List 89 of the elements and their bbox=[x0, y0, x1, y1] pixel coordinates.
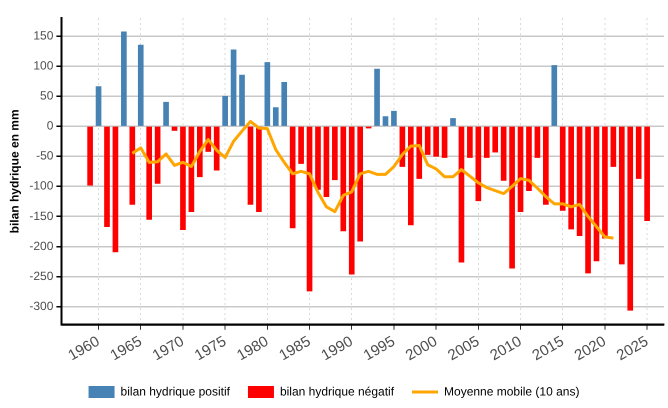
bar bbox=[576, 126, 582, 236]
bar bbox=[644, 126, 650, 222]
y-tick-label: -200 bbox=[29, 238, 54, 253]
bar bbox=[610, 126, 616, 167]
bar bbox=[357, 126, 364, 242]
bar bbox=[408, 126, 414, 226]
bar bbox=[467, 126, 473, 158]
x-tick-label: 2010 bbox=[487, 332, 525, 364]
bar bbox=[568, 126, 574, 230]
bar bbox=[433, 126, 439, 157]
x-tick-label: 1960 bbox=[65, 332, 103, 364]
bar bbox=[239, 74, 245, 126]
bar bbox=[306, 126, 312, 292]
bar bbox=[180, 126, 186, 230]
bar bbox=[492, 126, 498, 152]
y-tick-label: -50 bbox=[36, 148, 54, 163]
bar bbox=[484, 126, 490, 158]
x-tick-label: 1975 bbox=[192, 332, 230, 364]
bar bbox=[348, 126, 355, 275]
x-tick-label: 2015 bbox=[529, 332, 567, 364]
bar bbox=[87, 126, 93, 186]
bar bbox=[340, 126, 346, 232]
bar bbox=[442, 126, 448, 158]
bar bbox=[222, 96, 228, 126]
y-tick-label: 150 bbox=[33, 28, 54, 42]
y-axis-title: bilan hydrique en mm bbox=[8, 109, 22, 234]
y-tick-label: 0 bbox=[46, 118, 54, 133]
x-tick-label: 2020 bbox=[572, 332, 609, 364]
bar bbox=[391, 110, 397, 126]
legend-label: bilan hydrique négatif bbox=[280, 384, 395, 398]
bar bbox=[163, 102, 169, 126]
bar bbox=[450, 118, 456, 126]
bar bbox=[618, 126, 625, 264]
bar bbox=[281, 82, 288, 126]
bar bbox=[188, 126, 194, 212]
bar bbox=[551, 65, 558, 126]
x-tick-label: 1980 bbox=[234, 332, 272, 364]
bar bbox=[315, 126, 321, 190]
bar bbox=[500, 126, 506, 181]
bar bbox=[129, 126, 136, 205]
legend-label: bilan hydrique positif bbox=[120, 384, 231, 398]
bar bbox=[324, 126, 330, 197]
bar bbox=[424, 126, 431, 155]
bar bbox=[543, 126, 549, 205]
bar bbox=[121, 32, 127, 126]
bar bbox=[146, 126, 152, 220]
bar bbox=[332, 126, 338, 180]
bar bbox=[290, 126, 296, 228]
bar bbox=[518, 126, 524, 212]
x-tick-label: 1990 bbox=[318, 332, 356, 364]
bar bbox=[96, 86, 102, 126]
y-tick-label: -100 bbox=[29, 178, 54, 193]
bar bbox=[627, 126, 634, 311]
x-tick-label: 2025 bbox=[614, 332, 652, 364]
bar bbox=[594, 126, 600, 262]
bar bbox=[298, 126, 304, 164]
bar bbox=[248, 126, 254, 205]
bar bbox=[585, 126, 591, 274]
bar bbox=[560, 126, 566, 211]
x-tick-label: 1995 bbox=[360, 332, 398, 364]
bar bbox=[104, 126, 110, 228]
x-tick-label: 1965 bbox=[107, 332, 145, 364]
bar bbox=[256, 126, 262, 212]
y-tick-label: -250 bbox=[29, 268, 54, 283]
y-tick-label: 100 bbox=[33, 58, 54, 72]
bar bbox=[382, 116, 388, 126]
bar bbox=[138, 44, 144, 126]
bar bbox=[458, 126, 464, 263]
bar bbox=[112, 126, 118, 252]
bar bbox=[264, 62, 270, 126]
bar bbox=[230, 50, 236, 126]
bar bbox=[636, 126, 642, 179]
bar bbox=[374, 68, 380, 126]
bar bbox=[602, 126, 608, 238]
bar bbox=[509, 126, 515, 269]
bar bbox=[172, 126, 178, 131]
x-tick-label: 1985 bbox=[276, 332, 314, 364]
x-tick-label: 2005 bbox=[444, 332, 482, 364]
bar bbox=[526, 126, 532, 191]
x-tick-label: 2000 bbox=[402, 332, 440, 364]
bar bbox=[534, 126, 540, 158]
bar bbox=[154, 126, 160, 184]
y-tick-label: 50 bbox=[40, 88, 54, 102]
bar bbox=[476, 126, 482, 202]
x-tick-label: 1970 bbox=[150, 332, 188, 364]
y-tick-label: -300 bbox=[29, 298, 54, 313]
bar bbox=[272, 107, 279, 126]
legend-label: Moyenne mobile (10 ans) bbox=[444, 384, 580, 398]
y-tick-label: -150 bbox=[29, 208, 54, 223]
